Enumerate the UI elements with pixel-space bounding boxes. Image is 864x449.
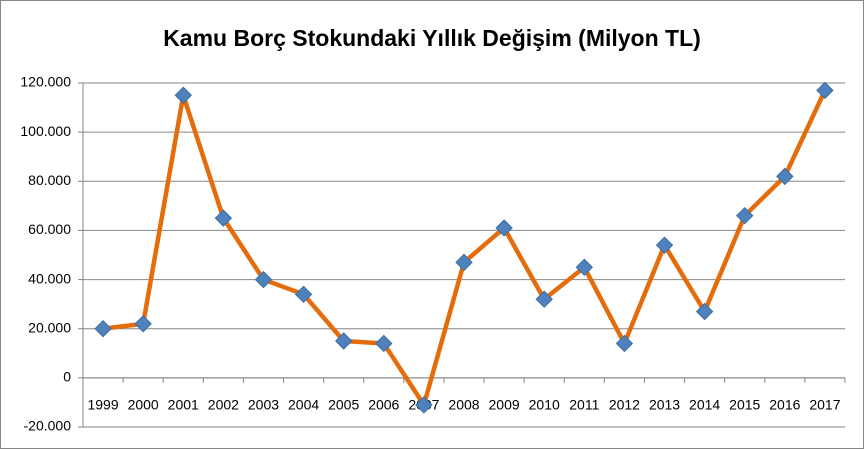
- x-tick-label: 2011: [569, 397, 599, 413]
- y-tick-label: 60.000: [28, 221, 71, 237]
- data-marker: [254, 270, 273, 289]
- x-tick-label: 2000: [128, 397, 159, 413]
- chart-title: Kamu Borç Stokundaki Yıllık Değişim (Mil…: [163, 25, 701, 51]
- data-marker: [375, 334, 393, 353]
- data-marker: [776, 167, 794, 186]
- y-tick-label: 100.000: [20, 123, 71, 139]
- data-marker: [415, 396, 433, 414]
- data-marker: [94, 320, 112, 338]
- x-tick-label: 2012: [609, 397, 640, 413]
- data-marker: [575, 258, 594, 276]
- y-tick-label: -20.000: [24, 418, 72, 434]
- y-tick-label: 20.000: [28, 319, 71, 335]
- y-tick-label: 120.000: [20, 74, 71, 90]
- x-tick-label: 2003: [248, 397, 279, 413]
- x-tick-label: 2006: [368, 397, 399, 413]
- data-marker: [816, 81, 834, 100]
- x-tick-label: 2009: [489, 397, 520, 413]
- data-marker: [615, 334, 634, 353]
- y-tick-label: 0: [63, 369, 71, 385]
- data-marker: [294, 285, 313, 304]
- data-marker: [535, 290, 553, 308]
- x-tick-label: 2013: [649, 397, 680, 413]
- data-marker: [334, 332, 353, 350]
- data-marker: [655, 236, 674, 254]
- data-marker: [174, 86, 192, 104]
- data-marker: [134, 315, 152, 333]
- x-tick-label: 2010: [529, 397, 560, 413]
- x-tick-label: 1999: [87, 397, 118, 413]
- x-tick-label: 2005: [328, 397, 359, 413]
- data-marker: [695, 302, 714, 321]
- x-tick-label: 2014: [689, 397, 720, 413]
- data-marker: [455, 253, 473, 272]
- x-tick-label: 2015: [729, 397, 760, 413]
- y-tick-label: 40.000: [28, 270, 71, 286]
- x-tick-label: 2002: [208, 397, 239, 413]
- data-marker: [495, 219, 513, 237]
- x-tick-label: 2016: [769, 397, 800, 413]
- data-marker: [214, 209, 233, 227]
- data-marker: [736, 206, 754, 225]
- x-tick-label: 2008: [448, 397, 479, 413]
- x-tick-label: 2001: [168, 397, 199, 413]
- y-tick-label: 80.000: [28, 172, 71, 188]
- x-tick-label: 2017: [809, 397, 840, 413]
- x-tick-label: 2004: [288, 397, 319, 413]
